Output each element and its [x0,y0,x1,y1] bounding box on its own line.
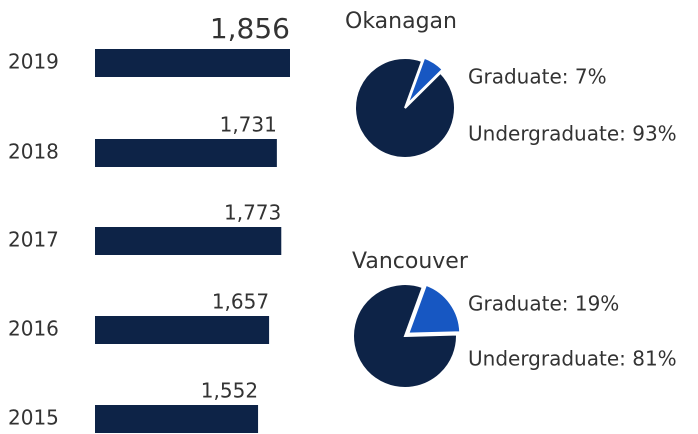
pie-slice [352,283,458,389]
bar [95,316,270,344]
slice-label: Undergraduate: 81% [468,347,677,371]
slice-label: Undergraduate: 93% [468,122,677,146]
year-label: 2017 [8,228,59,252]
value-label: 1,731 [220,113,277,137]
bar [95,49,290,77]
value-label: 1,657 [212,290,269,314]
bar [95,405,259,433]
slice-label: Graduate: 7% [468,65,607,89]
value-label: 1,856 [210,12,290,45]
slice-label: Graduate: 19% [468,292,619,316]
value-label: 1,773 [224,201,281,225]
year-label: 2015 [8,406,59,430]
bar [95,139,277,167]
bar [95,227,282,255]
pie-title: Vancouver [352,249,469,274]
pie-title: Okanagan [345,9,457,34]
pie-slice [354,57,456,159]
pie-slice [406,283,462,335]
pie-slice [406,56,445,106]
value-label: 1,552 [201,379,258,403]
year-label: 2019 [8,50,59,74]
year-label: 2018 [8,140,59,164]
year-label: 2016 [8,317,59,341]
